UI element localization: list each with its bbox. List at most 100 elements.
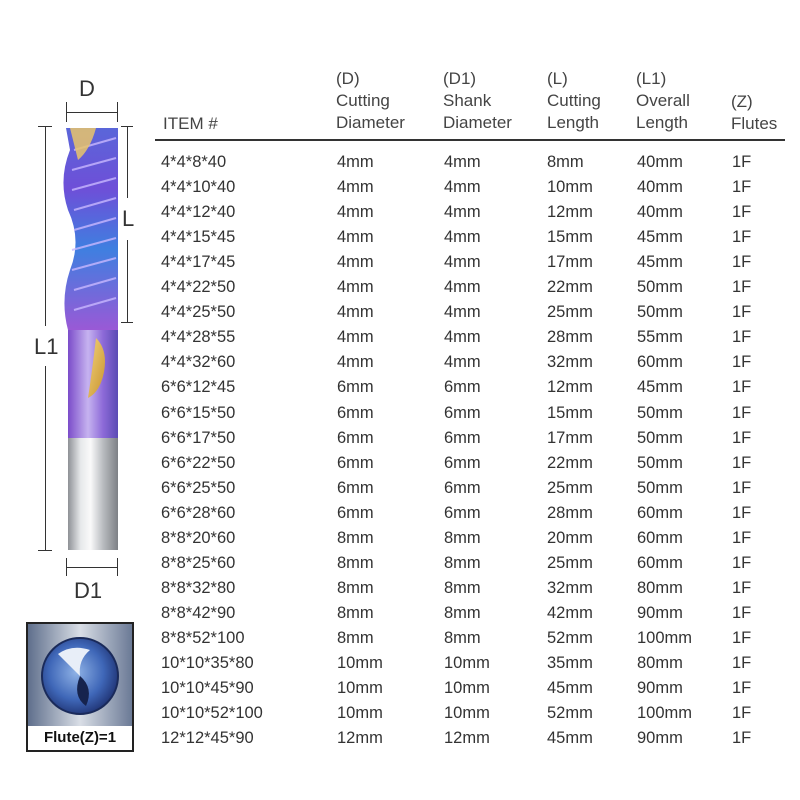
dim-l1-label: L1 <box>34 334 59 359</box>
cell-shank-diameter: 8mm <box>444 628 481 647</box>
cell-item: 6*6*15*50 <box>161 403 236 422</box>
table-row: 4*4*12*40 4mm 4mm 12mm 40mm 1F <box>0 203 800 228</box>
cell-shank-diameter: 6mm <box>444 453 481 472</box>
cell-flutes: 1F <box>732 153 752 171</box>
cell-item: 6*6*17*50 <box>161 428 236 447</box>
cell-flutes: 1F <box>732 503 752 522</box>
cell-item: 4*4*15*45 <box>161 228 236 247</box>
cell-overall-length: 50mm <box>637 453 683 472</box>
cell-shank-diameter: 4mm <box>444 228 481 247</box>
cell-shank-diameter: 4mm <box>444 203 481 222</box>
cell-overall-length: 100mm <box>637 628 693 647</box>
cell-cutting-length: 12mm <box>547 203 593 222</box>
cell-cutting-diameter: 6mm <box>337 403 374 422</box>
cell-cutting-diameter: 6mm <box>337 478 374 497</box>
cell-item: 4*4*25*50 <box>161 303 236 322</box>
header-cutting-diameter: (D) Cutting Diameter <box>336 69 405 132</box>
cell-flutes: 1F <box>732 679 752 698</box>
cell-flutes: 1F <box>732 328 752 347</box>
cell-item: 8*8*42*90 <box>161 603 236 622</box>
cell-overall-length: 40mm <box>637 203 683 222</box>
tip-highlight <box>70 128 96 160</box>
table-row: 8*8*32*80 8mm 8mm 32mm 80mm 1F <box>0 579 800 604</box>
cell-shank-diameter: 4mm <box>444 153 481 171</box>
cell-item: 8*8*25*60 <box>161 553 236 572</box>
cell-cutting-diameter: 8mm <box>337 628 374 647</box>
cell-item: 4*4*28*55 <box>161 328 236 347</box>
cell-flutes: 1F <box>732 178 752 197</box>
shank <box>68 435 118 550</box>
cell-cutting-length: 20mm <box>547 528 593 547</box>
cell-cutting-length: 28mm <box>547 328 593 347</box>
cell-overall-length: 60mm <box>637 553 683 572</box>
table-row: 4*4*8*40 4mm 4mm 8mm 40mm 1F <box>0 153 800 178</box>
flute-count-label: Flute(Z)=1 <box>43 729 117 746</box>
dim-l-label: L <box>122 206 135 231</box>
cell-shank-diameter: 4mm <box>444 253 481 272</box>
cell-cutting-diameter: 4mm <box>337 153 374 171</box>
cell-shank-diameter: 4mm <box>444 328 481 347</box>
header-flutes: (Z) Flutes <box>731 92 778 133</box>
cell-flutes: 1F <box>732 253 752 272</box>
flute-relief <box>88 338 105 398</box>
cell-cutting-diameter: 8mm <box>337 553 374 572</box>
cell-cutting-diameter: 4mm <box>337 278 374 297</box>
cell-overall-length: 80mm <box>637 654 683 672</box>
header-item: ITEM # <box>163 114 218 133</box>
end-mill-illustration <box>63 128 118 550</box>
table-row: 10*10*52*100 10mm 10mm 52mm 100mm 1F <box>0 704 800 729</box>
table-row: 8*8*42*90 8mm 8mm 42mm 90mm 1F <box>0 604 800 629</box>
cell-cutting-length: 45mm <box>547 729 593 748</box>
cell-overall-length: 60mm <box>637 503 683 522</box>
cell-cutting-diameter: 10mm <box>337 679 383 698</box>
cell-flutes: 1F <box>732 203 752 222</box>
cell-shank-diameter: 4mm <box>444 303 481 322</box>
header-overall-length: (L1) Overall Length <box>636 69 690 132</box>
cell-cutting-length: 52mm <box>547 704 593 723</box>
cell-overall-length: 45mm <box>637 228 683 247</box>
cell-shank-diameter: 8mm <box>444 553 481 572</box>
table-row: 4*4*32*60 4mm 4mm 32mm 60mm 1F <box>0 353 800 378</box>
cell-cutting-length: 25mm <box>547 478 593 497</box>
cell-overall-length: 45mm <box>637 253 683 272</box>
cell-flutes: 1F <box>732 578 752 597</box>
cell-cutting-length: 17mm <box>547 428 593 447</box>
cell-cutting-length: 25mm <box>547 553 593 572</box>
cell-flutes: 1F <box>732 628 752 647</box>
dim-l-line-bottom <box>127 240 129 322</box>
table-row: 4*4*25*50 4mm 4mm 25mm 50mm 1F <box>0 303 800 328</box>
cell-cutting-diameter: 4mm <box>337 228 374 247</box>
cell-flutes: 1F <box>732 553 752 572</box>
cell-cutting-length: 8mm <box>547 153 584 171</box>
cell-cutting-length: 15mm <box>547 403 593 422</box>
cell-overall-length: 45mm <box>637 378 683 397</box>
cell-cutting-length: 42mm <box>547 603 593 622</box>
cell-cutting-diameter: 8mm <box>337 578 374 597</box>
cell-item: 8*8*20*60 <box>161 528 236 547</box>
cell-item: 4*4*12*40 <box>161 203 236 222</box>
cell-shank-diameter: 4mm <box>444 178 481 197</box>
cell-flutes: 1F <box>732 603 752 622</box>
table-row: 6*6*15*50 6mm 6mm 15mm 50mm 1F <box>0 404 800 429</box>
cell-cutting-length: 22mm <box>547 453 593 472</box>
table-row: 4*4*10*40 4mm 4mm 10mm 40mm 1F <box>0 178 800 203</box>
table-row: 10*10*35*80 10mm 10mm 35mm 80mm 1F <box>0 654 800 679</box>
cell-item: 12*12*45*90 <box>161 729 254 748</box>
table-row: 4*4*17*45 4mm 4mm 17mm 45mm 1F <box>0 253 800 278</box>
cell-shank-diameter: 12mm <box>444 729 490 748</box>
flute-edges <box>71 137 117 311</box>
cell-flutes: 1F <box>732 704 752 723</box>
cell-cutting-diameter: 4mm <box>337 253 374 272</box>
cell-shank-diameter: 4mm <box>444 278 481 297</box>
cell-cutting-diameter: 8mm <box>337 528 374 547</box>
cell-flutes: 1F <box>732 403 752 422</box>
cell-overall-length: 90mm <box>637 679 683 698</box>
dim-d-line <box>66 112 118 114</box>
header-divider <box>155 139 785 141</box>
cell-flutes: 1F <box>732 378 752 397</box>
cell-shank-diameter: 6mm <box>444 428 481 447</box>
cell-overall-length: 50mm <box>637 303 683 322</box>
cell-item: 4*4*32*60 <box>161 353 236 372</box>
cell-cutting-length: 45mm <box>547 679 593 698</box>
cell-overall-length: 50mm <box>637 478 683 497</box>
